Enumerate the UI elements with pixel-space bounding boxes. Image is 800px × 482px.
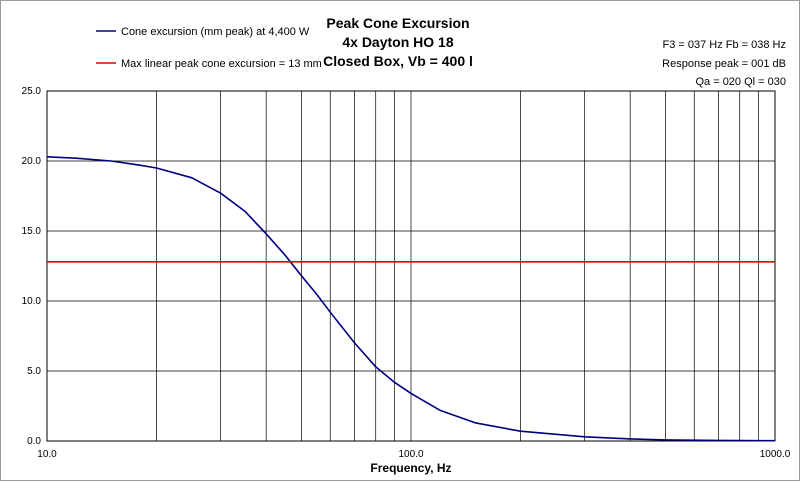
box-parameters: F3 = 037 Hz Fb = 038 Hz Response peak = … <box>662 39 786 88</box>
title-line-2: 4x Dayton HO 18 <box>342 34 453 50</box>
chart-title: Peak Cone Excursion 4x Dayton HO 18 Clos… <box>323 15 473 69</box>
info-response-peak: Response peak = 001 dB <box>662 58 786 70</box>
y-tick-label: 0.0 <box>27 436 41 447</box>
legend: Cone excursion (mm peak) at 4,400 W Max … <box>96 26 322 70</box>
info-qa-ql: Qa = 020 Ql = 030 <box>695 76 786 88</box>
y-tick-label: 10.0 <box>22 296 42 307</box>
y-tick-label: 15.0 <box>22 226 42 237</box>
x-tick-label: 10.0 <box>37 449 57 460</box>
plot-border <box>46 90 776 442</box>
x-axis-label: Frequency, Hz <box>370 461 451 475</box>
legend-entry-max-linear: Max linear peak cone excursion = 13 mm <box>121 58 322 70</box>
title-line-3: Closed Box, Vb = 400 l <box>323 53 473 69</box>
info-f3-fb: F3 = 037 Hz Fb = 038 Hz <box>662 39 786 51</box>
y-tick-label: 5.0 <box>27 366 41 377</box>
plot-area: 0.0 5.0 10.0 15.0 20.0 25.0 10.0 100.0 1000.0 <box>22 86 791 460</box>
x-tick-label: 100.0 <box>398 449 423 460</box>
y-tick-label: 20.0 <box>22 156 42 167</box>
series-line-cone-excursion <box>46 156 776 442</box>
title-line-1: Peak Cone Excursion <box>326 15 469 31</box>
legend-entry-cone-excursion: Cone excursion (mm peak) at 4,400 W <box>121 26 310 38</box>
x-tick-label: 1000.0 <box>760 449 791 460</box>
y-tick-label: 25.0 <box>22 86 42 97</box>
